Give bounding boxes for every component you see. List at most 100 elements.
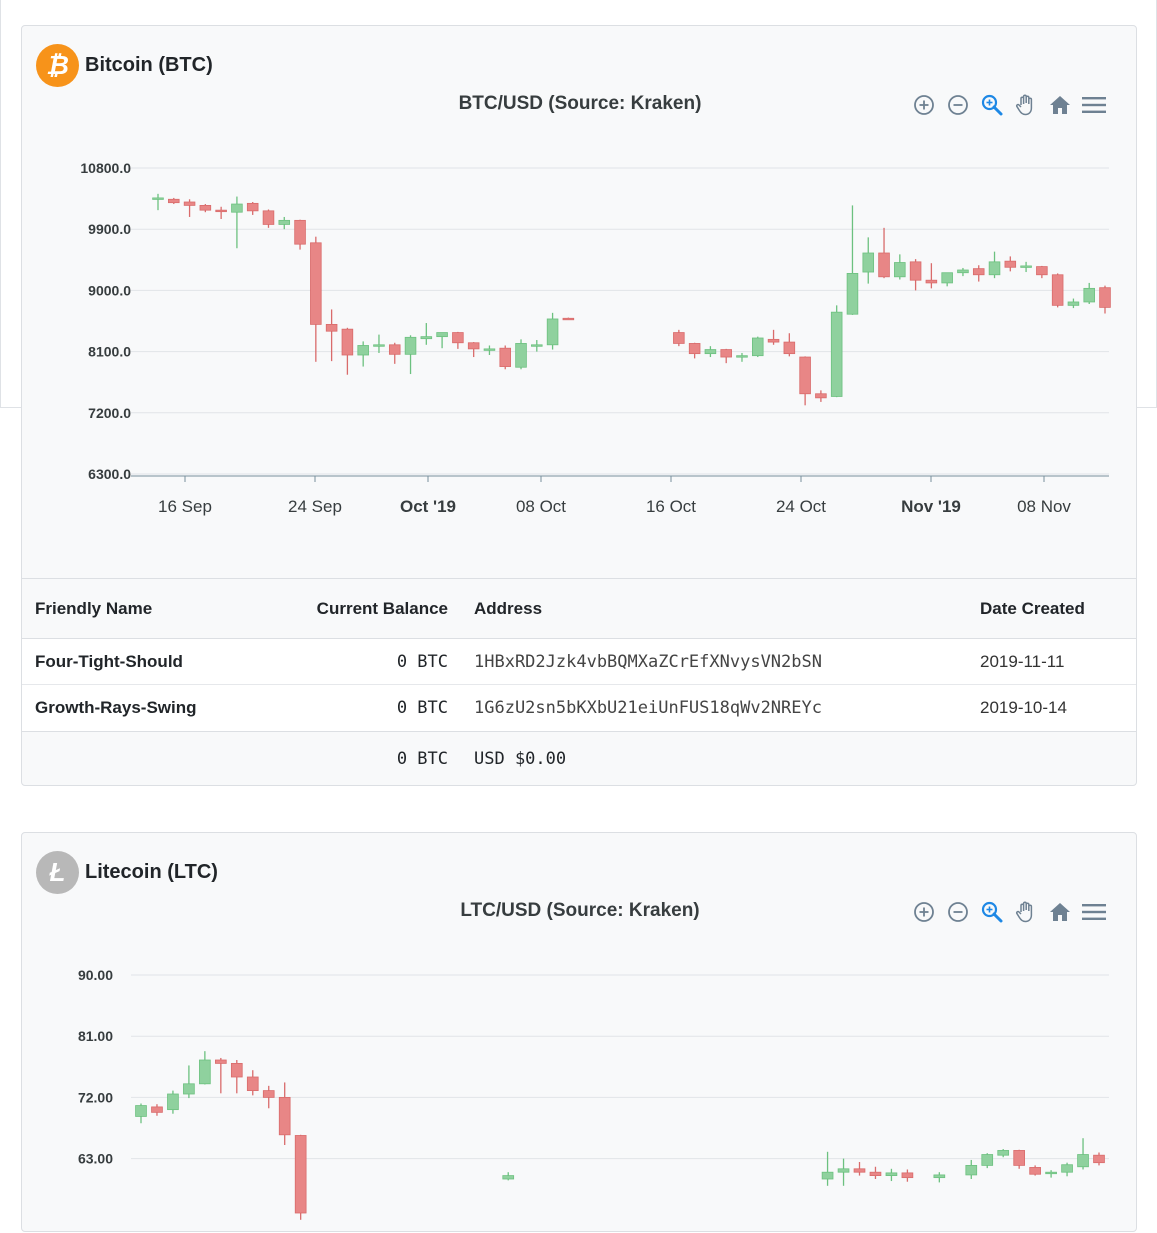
candle-body bbox=[720, 349, 732, 358]
menu-icon[interactable] bbox=[1080, 92, 1108, 118]
candlestick bbox=[499, 345, 511, 370]
candlestick bbox=[1083, 282, 1095, 304]
btc-price-chart[interactable]: 10800.0 9900.0 9000.0 8100.0 7200.0 6300.0 16 … bbox=[22, 26, 1138, 578]
column-header-current-balance: Current Balance bbox=[316, 599, 448, 618]
candle-body bbox=[531, 344, 543, 347]
candlestick bbox=[404, 335, 417, 375]
candle-body bbox=[965, 1164, 978, 1176]
candlestick bbox=[246, 1070, 259, 1096]
candle-body bbox=[499, 347, 511, 367]
candle-body bbox=[1013, 1150, 1025, 1166]
column-header-date-created: Date Created bbox=[980, 599, 1085, 618]
candlestick bbox=[294, 1134, 307, 1220]
zoom-in-icon[interactable] bbox=[910, 92, 938, 118]
btc-chart-title: BTC/USD (Source: Kraken) bbox=[458, 93, 702, 114]
candle-body bbox=[846, 272, 859, 315]
candle-body bbox=[1020, 265, 1032, 268]
zoom-selection-icon[interactable] bbox=[978, 92, 1006, 118]
candlestick bbox=[957, 267, 969, 277]
candle-body bbox=[1083, 287, 1095, 303]
candlestick bbox=[152, 193, 164, 211]
home-reset-icon[interactable] bbox=[1046, 899, 1074, 925]
ltc-price-chart[interactable]: 90.00 81.00 72.00 63.00 bbox=[22, 833, 1138, 1233]
y-axis-tick-label: 81.00 bbox=[78, 1028, 113, 1044]
wallet-friendly-name: Four-Tight-Should bbox=[35, 652, 183, 671]
zoom-out-icon[interactable] bbox=[944, 899, 972, 925]
candlestick bbox=[1020, 261, 1032, 273]
candlestick bbox=[246, 202, 259, 215]
candle-body bbox=[941, 272, 953, 284]
zoom-in-icon[interactable] bbox=[910, 899, 938, 925]
candle-body bbox=[502, 1175, 515, 1180]
zoom-out-icon[interactable] bbox=[944, 92, 972, 118]
x-axis-tick-label: 16 Sep bbox=[158, 497, 212, 516]
candle-body bbox=[830, 311, 843, 397]
y-axis-tick-label: 9000.0 bbox=[88, 282, 131, 298]
btc-wallet-card: ₿ Bitcoin (BTC) 10800.0 9900.0 9000.0 8100.… bbox=[21, 25, 1137, 786]
candlestick bbox=[925, 263, 938, 289]
candlestick bbox=[1077, 1138, 1089, 1170]
y-axis-tick-label: 6300.0 bbox=[88, 466, 131, 482]
ltc-wallet-card: Ł Litecoin (LTC) 90.00 81.00 72.00 63.00 LT… bbox=[21, 832, 1137, 1232]
candlestick bbox=[1093, 1152, 1105, 1166]
candle-body bbox=[357, 345, 369, 356]
candle-body bbox=[262, 1090, 275, 1098]
table-header: Friendly Name Current Balance Address Da… bbox=[22, 578, 1136, 638]
candle-body bbox=[151, 1106, 163, 1113]
y-axis-tick-label: 63.00 bbox=[78, 1151, 113, 1167]
x-axis-tick-label: 16 Oct bbox=[646, 497, 696, 516]
candlestick bbox=[452, 331, 464, 349]
home-reset-icon[interactable] bbox=[1046, 92, 1074, 118]
table-body: Four-Tight-Should 0 BTC 1HBxRD2Jzk4vbBQM… bbox=[22, 638, 1136, 732]
candle-body bbox=[373, 344, 385, 347]
candlestick bbox=[965, 1159, 978, 1179]
candlestick bbox=[502, 1172, 515, 1181]
table-row[interactable]: Growth-Rays-Swing 0 BTC 1G6zU2sn5bKXbU21… bbox=[22, 685, 1136, 731]
candle-body bbox=[1029, 1167, 1041, 1175]
wallet-date-created: 2019-10-14 bbox=[980, 698, 1067, 717]
candle-body bbox=[404, 336, 417, 355]
wallet-friendly-name: Growth-Rays-Swing bbox=[35, 698, 197, 717]
column-header-address: Address bbox=[474, 599, 543, 618]
candle-body bbox=[1036, 266, 1048, 276]
x-axis-tick-label: 08 Nov bbox=[1017, 497, 1071, 516]
candle-body bbox=[562, 317, 575, 321]
candle-body bbox=[878, 252, 890, 278]
zoom-selection-icon[interactable] bbox=[978, 899, 1006, 925]
candlestick bbox=[1099, 285, 1111, 314]
candle-body bbox=[933, 1174, 946, 1179]
candlestick bbox=[231, 196, 243, 249]
btc-coin-name: Bitcoin (BTC) bbox=[85, 53, 213, 76]
candle-body bbox=[168, 198, 180, 204]
candle-body bbox=[199, 204, 212, 211]
candle-body bbox=[885, 1172, 898, 1177]
candlestick bbox=[467, 342, 480, 358]
candle-body bbox=[215, 1059, 227, 1064]
candle-body bbox=[1045, 1171, 1057, 1175]
candlestick bbox=[562, 317, 575, 321]
candlestick bbox=[183, 1065, 195, 1099]
candle-body bbox=[1051, 274, 1064, 306]
candlestick bbox=[885, 1168, 898, 1182]
candlestick bbox=[933, 1172, 946, 1183]
candlestick bbox=[901, 1169, 914, 1182]
candlestick bbox=[262, 1085, 275, 1109]
candlestick bbox=[167, 1090, 179, 1114]
pan-hand-icon[interactable] bbox=[1012, 899, 1040, 925]
table-row[interactable]: Four-Tight-Should 0 BTC 1HBxRD2Jzk4vbBQM… bbox=[22, 639, 1136, 685]
candlestick bbox=[821, 1151, 834, 1186]
candlestick bbox=[941, 272, 953, 287]
pan-hand-icon[interactable] bbox=[1012, 92, 1040, 118]
candlestick bbox=[869, 1166, 882, 1179]
candlestick bbox=[325, 309, 338, 362]
btc-card-header: ₿ Bitcoin (BTC) bbox=[36, 43, 213, 87]
bitcoin-logo-icon: ₿ bbox=[36, 43, 79, 87]
y-axis-tick-label: 8100.0 bbox=[88, 344, 131, 360]
candlestick bbox=[972, 265, 985, 282]
candle-body bbox=[546, 318, 559, 346]
btc-wallets-table: Friendly Name Current Balance Address Da… bbox=[22, 578, 1136, 786]
candle-body bbox=[1004, 260, 1017, 268]
candle-body bbox=[483, 348, 496, 351]
candle-body bbox=[799, 356, 811, 395]
menu-icon[interactable] bbox=[1080, 899, 1108, 925]
